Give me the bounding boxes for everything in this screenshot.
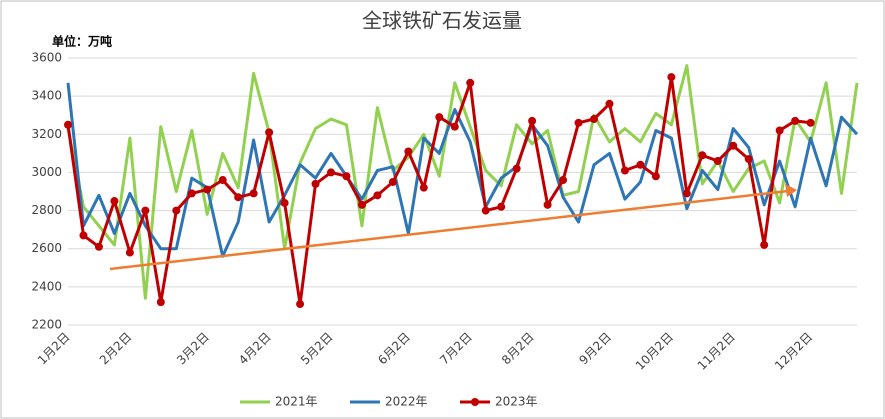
point-marker bbox=[419, 183, 428, 192]
point-marker bbox=[373, 191, 382, 200]
point-marker bbox=[698, 151, 707, 160]
point-marker bbox=[466, 78, 475, 87]
point-marker bbox=[713, 156, 722, 165]
point-marker bbox=[528, 116, 537, 125]
point-marker bbox=[636, 160, 645, 169]
trend-arrow-head bbox=[785, 184, 797, 197]
point-marker bbox=[156, 298, 165, 307]
point-marker bbox=[620, 166, 629, 175]
point-marker bbox=[435, 113, 444, 122]
point-marker bbox=[218, 176, 227, 185]
point-marker bbox=[64, 120, 72, 129]
point-marker bbox=[450, 122, 459, 131]
point-marker bbox=[296, 300, 305, 309]
point-marker bbox=[249, 189, 258, 198]
point-marker bbox=[311, 179, 320, 188]
point-marker bbox=[559, 176, 568, 185]
point-marker bbox=[94, 242, 103, 251]
trend-arrow bbox=[109, 189, 789, 271]
point-marker bbox=[404, 147, 413, 156]
point-marker bbox=[79, 231, 88, 240]
point-marker bbox=[187, 189, 196, 198]
point-marker bbox=[234, 193, 243, 202]
point-marker bbox=[481, 206, 490, 215]
point-marker bbox=[327, 168, 335, 177]
legend-marker bbox=[471, 398, 479, 406]
y-tick-label: 2400 bbox=[31, 279, 62, 293]
legend-label: 2023年 bbox=[495, 395, 538, 409]
point-marker bbox=[141, 206, 150, 215]
point-marker bbox=[125, 248, 134, 257]
point-marker bbox=[682, 189, 691, 198]
point-marker bbox=[512, 164, 521, 173]
point-marker bbox=[729, 141, 738, 150]
unit-label: 单位：万吨 bbox=[52, 34, 112, 49]
point-marker bbox=[806, 118, 815, 127]
point-marker bbox=[651, 172, 660, 181]
point-marker bbox=[543, 200, 552, 209]
point-marker bbox=[744, 155, 753, 164]
point-marker bbox=[760, 240, 769, 249]
y-tick-label: 3000 bbox=[31, 165, 62, 179]
legend-label: 2022年 bbox=[385, 395, 428, 409]
y-tick-label: 3600 bbox=[31, 51, 62, 65]
y-tick-label: 3200 bbox=[31, 127, 62, 141]
point-marker bbox=[590, 115, 598, 124]
series-line bbox=[66, 82, 859, 258]
y-tick-label: 3400 bbox=[31, 89, 62, 103]
point-marker bbox=[342, 172, 351, 181]
point-marker bbox=[667, 73, 676, 82]
point-marker bbox=[265, 128, 274, 137]
point-marker bbox=[357, 200, 366, 209]
point-marker bbox=[497, 202, 506, 211]
point-marker bbox=[791, 116, 800, 125]
y-tick-label: 2800 bbox=[31, 203, 62, 217]
y-tick-label: 2600 bbox=[31, 241, 62, 255]
point-marker bbox=[605, 99, 614, 108]
chart-title: 全球铁矿石发运量 bbox=[362, 9, 522, 33]
point-marker bbox=[203, 185, 212, 194]
point-marker bbox=[280, 198, 289, 207]
y-tick-label: 2200 bbox=[31, 318, 62, 332]
point-marker bbox=[574, 118, 583, 127]
point-marker bbox=[172, 206, 181, 215]
point-marker bbox=[110, 197, 119, 206]
legend-label: 2021年 bbox=[275, 395, 318, 409]
point-marker bbox=[775, 126, 784, 135]
point-marker bbox=[388, 177, 397, 186]
